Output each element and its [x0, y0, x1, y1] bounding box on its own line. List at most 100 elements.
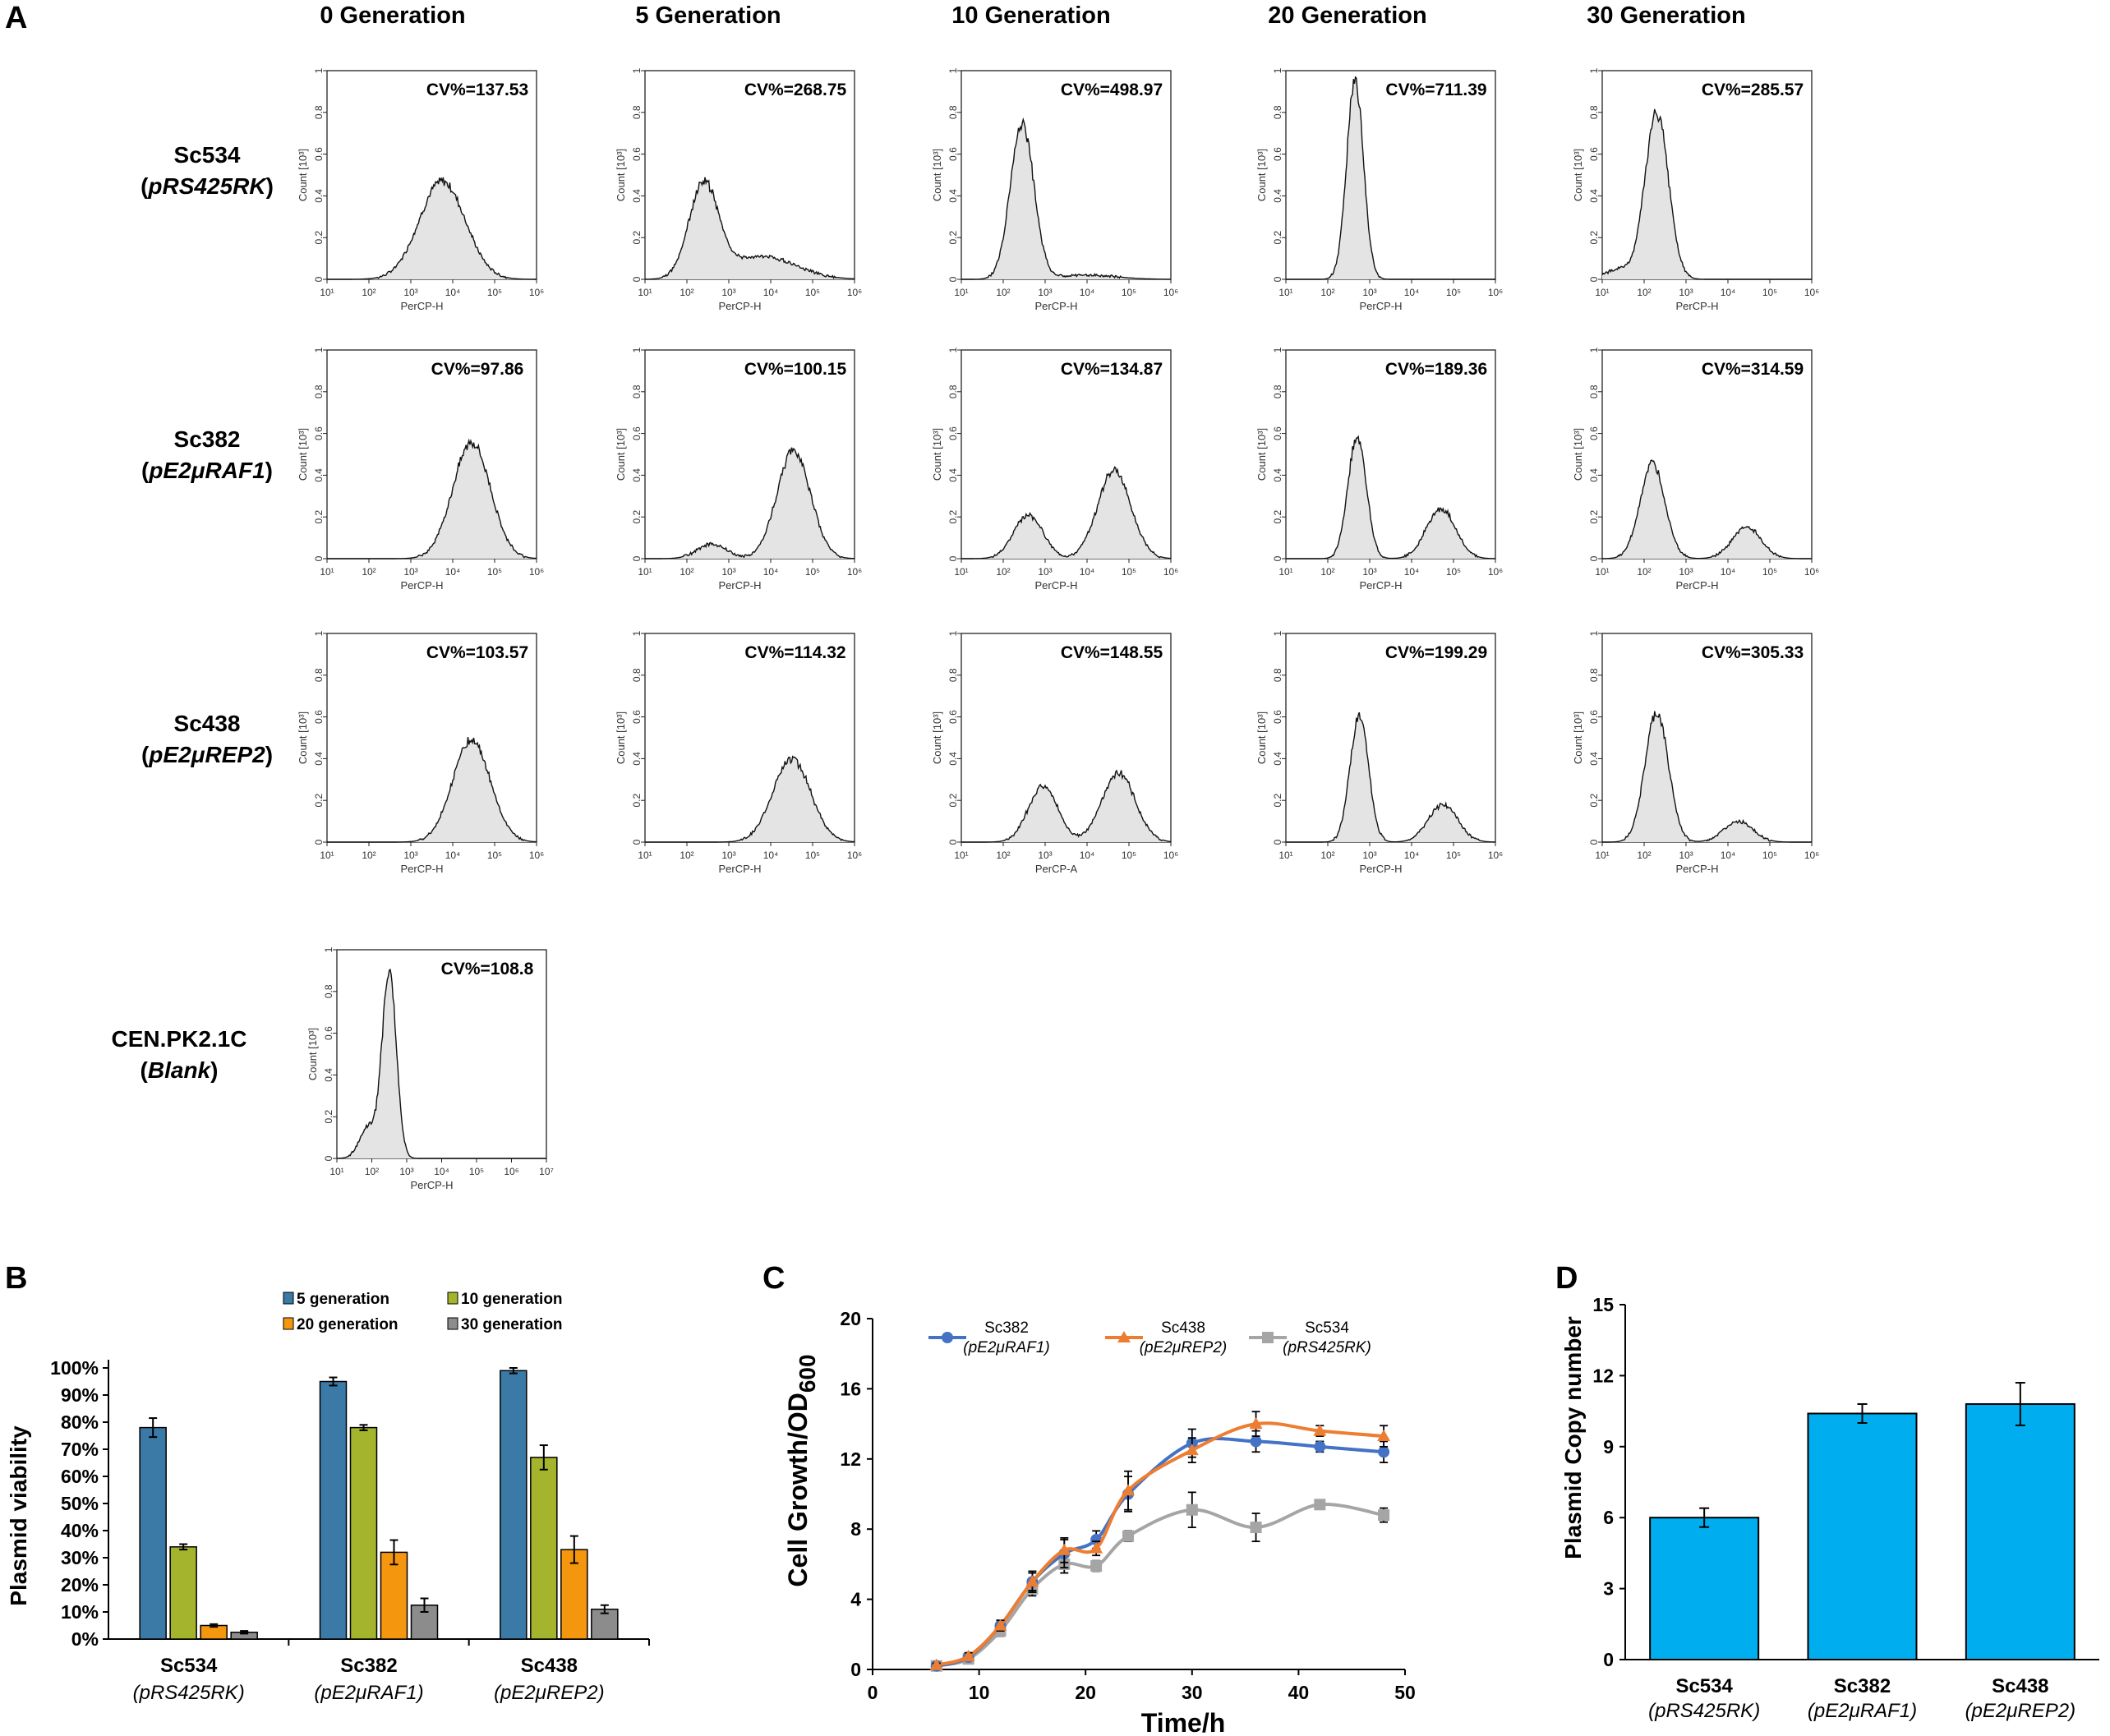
histogram-frame [644, 349, 855, 559]
panel-label-d: D [1555, 1261, 1578, 1296]
y-tick-label: 0.6 [313, 147, 325, 161]
panel-a-column-headers: 0 Generation 5 Generation 10 Generation … [320, 2, 1745, 29]
y-tick-label: 0.4 [1272, 752, 1283, 766]
histogram-2-4: 0 0.2 0.4 0.6 0.8 1 Count [10³] 10¹ 10² 10³ 10⁴ 10⁵… [1572, 630, 1819, 875]
x-tick-label: 10¹ [1278, 566, 1292, 578]
y-tick-label: 0.8 [631, 105, 643, 119]
histogram-frame [1285, 349, 1496, 559]
y-axis-label: Count [10³] [615, 149, 627, 201]
histogram-fill [327, 177, 537, 279]
y-tick-label: 0.8 [1588, 668, 1600, 682]
y-tick-label: 12 [840, 1448, 861, 1470]
bar-Sc438 [1965, 1402, 2075, 1660]
y-tick-label: 0.2 [1272, 231, 1283, 245]
histogram-line [645, 755, 855, 843]
legend-label: 20 generation [297, 1316, 399, 1333]
x-tick-label: 10³ [1679, 566, 1693, 578]
x-tick-label: 10² [1637, 850, 1651, 861]
legend-swatch [283, 1292, 294, 1305]
data-point-Sc438 [1377, 1430, 1391, 1442]
cv-value: CV%=711.39 [1385, 81, 1486, 99]
x-axis-label: PerCP-H [718, 863, 761, 875]
y-tick-label: 1 [947, 630, 959, 636]
histogram-line [961, 466, 1171, 559]
histogram-fill [337, 969, 546, 1158]
histogram-fill [1286, 76, 1495, 280]
y-tick-label: 1 [1588, 630, 1600, 636]
x-axis-label: PerCP-H [718, 579, 761, 592]
column-header-2: 10 Generation [951, 2, 1110, 29]
y-tick-label: 0 [850, 1659, 861, 1680]
legend-swatch [283, 1317, 294, 1330]
y-tick-label: 0.8 [631, 668, 643, 682]
x-tick-label: 10⁵ [1762, 287, 1777, 298]
histogram-frame [961, 349, 1172, 559]
x-tick-label: 10¹ [320, 850, 334, 861]
y-tick-label: 0.6 [631, 710, 643, 724]
x-tick-label: 10⁶ [847, 287, 862, 298]
y-axis-label: Count [10³] [1255, 428, 1268, 481]
y-tick-label: 0 [1272, 276, 1283, 282]
y-tick-label: 1 [1272, 347, 1283, 352]
x-tick-label: 10⁵ [487, 287, 502, 298]
x-tick-label: 10² [1320, 287, 1334, 298]
x-tick-label: 10⁶ [1163, 850, 1178, 861]
x-axis-label: PerCP-H [1034, 300, 1077, 312]
y-tick-label: 0.4 [1588, 468, 1600, 482]
cv-value: CV%=114.32 [744, 643, 845, 662]
cv-value: CV%=97.86 [431, 360, 524, 379]
y-tick-label: 0.2 [1272, 510, 1283, 524]
x-tick-label: 10¹ [954, 287, 968, 298]
panel-d-bar-chart: Plasmid Copy number 0 3 6 9 12 15 Sc534 (pRS425… [1560, 1294, 2099, 1722]
y-tick-label: 1 [631, 630, 643, 636]
y-tick-label: 0.2 [947, 794, 959, 808]
y-tick-label: 0 [947, 839, 959, 845]
x-tick-label: 10³ [1038, 850, 1052, 861]
x-tick-label: 40 [1288, 1682, 1310, 1703]
row-plasmid-2: pE2μREP2 [148, 742, 265, 767]
panel-c-y-label-main: Cell Growth/OD [783, 1393, 813, 1586]
y-tick-label: 0.8 [947, 384, 959, 398]
legend-label: 5 generation [297, 1291, 389, 1308]
y-tick-label: 0 [631, 276, 643, 282]
y-tick-label: 0.4 [631, 468, 643, 482]
category-label: Sc438 [1992, 1675, 2048, 1697]
cv-value: CV%=134.87 [1061, 360, 1163, 379]
x-tick-label: 10⁴ [1404, 287, 1420, 298]
y-tick-label: 0.4 [1588, 189, 1600, 203]
y-tick-label: 80% [61, 1411, 99, 1433]
x-axis-label: PerCP-H [400, 863, 443, 875]
category-plasmid: (pRS425RK) [133, 1682, 245, 1704]
category-label: Sc534 [160, 1655, 218, 1677]
x-tick-label: 10⁵ [1122, 850, 1136, 861]
x-tick-label: 10⁶ [1804, 287, 1819, 298]
row-label-plasmid-0: (pRS425RK) [141, 173, 274, 199]
x-tick-label: 10² [362, 287, 375, 298]
x-axis-label: PerCP-A [1035, 863, 1078, 875]
x-tick-label: 10⁵ [1446, 287, 1461, 298]
histogram-line [1286, 435, 1495, 559]
category-plasmid: (pE2μRAF1) [314, 1682, 423, 1704]
legend-label: 10 generation [461, 1291, 563, 1308]
histogram-2-1: 0 0.2 0.4 0.6 0.8 1 Count [10³] 10¹ 10² 10³ 10⁴ 10⁵… [615, 630, 862, 875]
x-tick-label: 10³ [721, 287, 735, 298]
y-axis-label: Count [10³] [297, 149, 309, 201]
x-tick-label: 10³ [1362, 850, 1376, 861]
bar-5-generation-Sc438 [500, 1370, 528, 1640]
histogram-line [961, 117, 1171, 280]
x-tick-label: 30 [1182, 1682, 1203, 1703]
y-tick-label: 0.8 [1272, 105, 1283, 119]
data-point-Sc382 [1250, 1435, 1262, 1448]
y-tick-label: 0.2 [947, 231, 959, 245]
x-tick-label: 10³ [1679, 850, 1693, 861]
y-tick-label: 0 [947, 276, 959, 282]
x-tick-label: 10² [996, 287, 1010, 298]
y-tick-label: 0.8 [313, 384, 325, 398]
y-axis-label: Count [10³] [931, 711, 943, 764]
cv-value: CV%=199.29 [1385, 643, 1487, 662]
data-point-Sc438 [1313, 1424, 1327, 1436]
cv-value: CV%=189.36 [1385, 360, 1487, 379]
x-tick-label: 10⁴ [1721, 287, 1736, 298]
x-tick-label: 10⁴ [445, 287, 461, 298]
legend-marker [1262, 1332, 1274, 1343]
